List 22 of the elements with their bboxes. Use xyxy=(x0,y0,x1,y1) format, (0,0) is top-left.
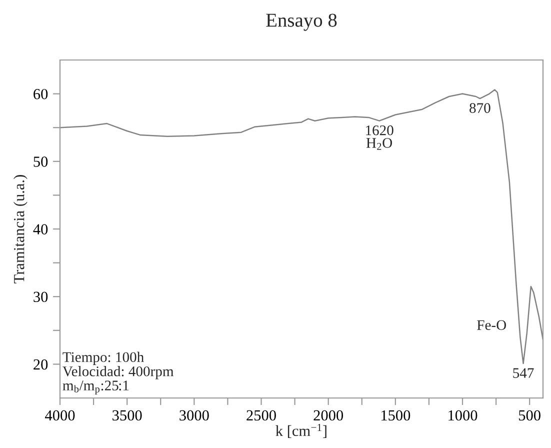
y-tick-label: 40 xyxy=(33,224,48,234)
x-tick-label: 1500 xyxy=(381,410,410,421)
annotation: 870 xyxy=(470,103,490,113)
x-tick-label: 4000 xyxy=(45,410,75,421)
chart-title: Ensayo 8 xyxy=(266,14,337,31)
line-series xyxy=(60,89,543,364)
x-tick-label: 3500 xyxy=(112,410,142,421)
x-tick-label: 2000 xyxy=(314,410,344,421)
x-tick-label: 3000 xyxy=(180,410,209,421)
x-tick-label: 2500 xyxy=(246,410,276,421)
y-tick-label: 30 xyxy=(34,292,48,302)
y-tick-label: 20 xyxy=(34,359,48,370)
y-axis-title: Tramitancia (u.a.) xyxy=(14,175,28,284)
annotation: 1620 H$_{2}$O xyxy=(366,125,394,150)
x-tick-label: 500 xyxy=(519,410,540,421)
annotation: Tiempo: 100h Velocidad: 400rpm m$_{b}$/m$_{p}$:25:1 xyxy=(62,352,174,394)
y-tick-label: 60 xyxy=(34,88,48,100)
x-tick-label: 1000 xyxy=(448,410,478,421)
annotation: Fe-O xyxy=(477,320,506,330)
y-tick-label: 50 xyxy=(34,156,48,167)
annotation: 547 xyxy=(513,368,534,378)
x-axis-title: k [cm$^{−1}$] xyxy=(276,424,326,438)
